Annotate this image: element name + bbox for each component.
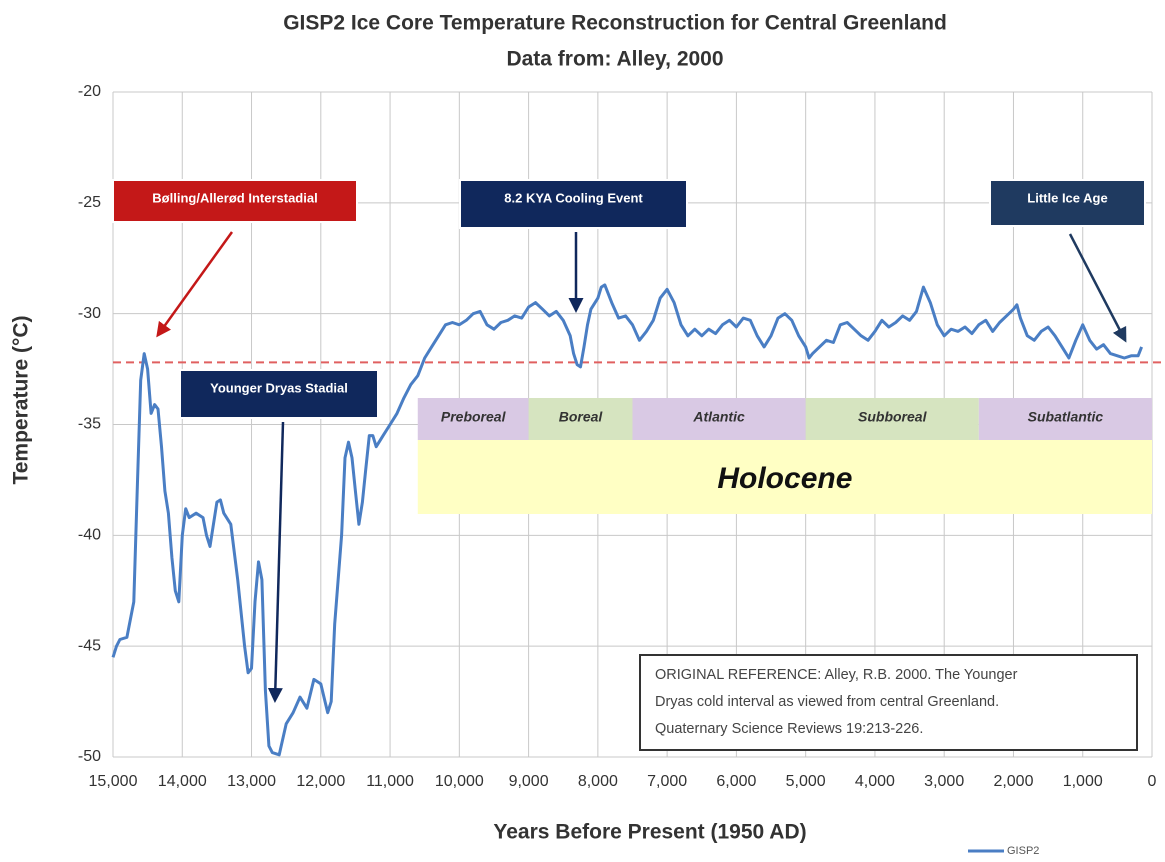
annotation-text: 8.2 KYA Cooling Event: [504, 190, 643, 205]
period-band: [632, 398, 806, 440]
x-tick-label: 1,000: [1063, 773, 1103, 790]
period-band: [417, 398, 529, 440]
chart-title: GISP2 Ice Core Temperature Reconstructio…: [283, 12, 947, 35]
period-band: [978, 398, 1152, 440]
reference-text: ORIGINAL REFERENCE: Alley, R.B. 2000. Th…: [655, 667, 1018, 683]
x-tick-label: 3,000: [924, 773, 964, 790]
x-tick-label: 13,000: [227, 773, 276, 790]
annotation-box: [179, 369, 379, 419]
x-tick-label: 7,000: [647, 773, 687, 790]
legend-label: GISP2: [1007, 845, 1039, 857]
reference-box: [639, 654, 1138, 751]
x-tick-label: 5,000: [786, 773, 826, 790]
x-tick-label: 8,000: [578, 773, 618, 790]
chart-subtitle: Data from: Alley, 2000: [506, 48, 723, 71]
x-tick-label: 6,000: [716, 773, 756, 790]
annotation-text: Little Ice Age: [1027, 190, 1107, 205]
reference-text: Quaternary Science Reviews 19:213-226.: [655, 721, 923, 737]
period-label: Subatlantic: [1028, 409, 1104, 425]
x-tick-label: 12,000: [296, 773, 345, 790]
y-tick-label: -35: [78, 416, 101, 433]
y-tick-label: -20: [78, 83, 101, 100]
period-label: Atlantic: [692, 409, 745, 425]
annotation-text: Younger Dryas Stadial: [210, 380, 348, 395]
annotation-arrow: [267, 421, 285, 703]
epoch-label: Holocene: [717, 462, 852, 495]
x-axis-label: Years Before Present (1950 AD): [493, 821, 806, 844]
x-tick-label: 4,000: [855, 773, 895, 790]
period-label: Preboreal: [441, 409, 507, 425]
epoch-band: [417, 440, 1153, 514]
y-tick-label: -40: [78, 527, 101, 544]
x-tick-label: 0: [1148, 773, 1157, 790]
y-tick-label: -45: [78, 637, 101, 654]
annotation-arrow: [1068, 233, 1127, 343]
annotation-arrow: [156, 231, 234, 338]
period-band: [805, 398, 979, 440]
annotation-box: [459, 179, 688, 229]
annotation-box: [989, 179, 1146, 227]
x-tick-label: 2,000: [993, 773, 1033, 790]
x-tick-label: 14,000: [158, 773, 207, 790]
x-tick-label: 15,000: [89, 773, 138, 790]
period-band: [528, 398, 633, 440]
data-line: [111, 283, 1143, 757]
reference-text: Dryas cold interval as viewed from centr…: [655, 694, 999, 710]
annotation-box: [112, 179, 358, 223]
period-label: Boreal: [559, 409, 604, 425]
x-tick-label: 11,000: [366, 773, 414, 790]
y-tick-label: -30: [78, 305, 101, 322]
period-label: Subboreal: [858, 409, 928, 425]
y-axis-label: Temperature (°C): [10, 315, 33, 484]
x-tick-label: 9,000: [509, 773, 549, 790]
annotation-text: Bølling/Allerød Interstadial: [152, 190, 317, 205]
y-tick-label: -50: [78, 748, 101, 765]
y-tick-label: -25: [78, 194, 101, 211]
x-tick-label: 10,000: [435, 773, 484, 790]
